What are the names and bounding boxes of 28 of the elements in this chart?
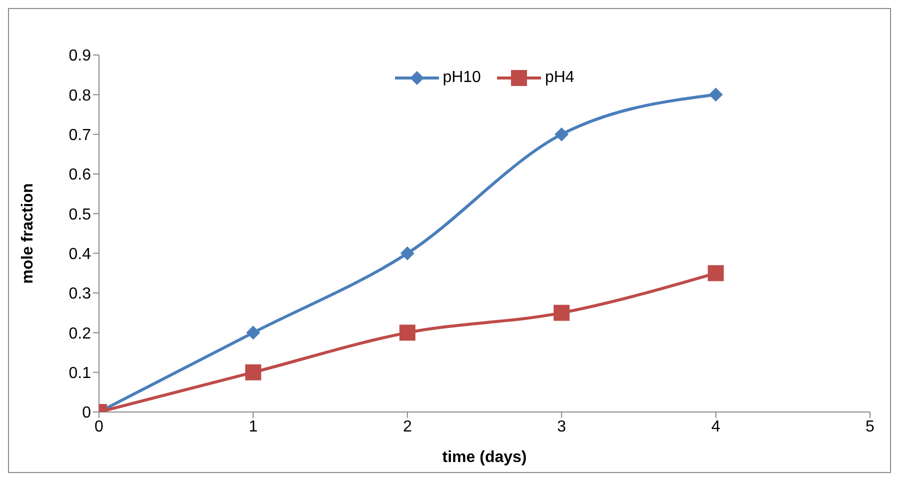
x-axis-title: time (days) — [442, 449, 527, 466]
x-tick-label: 2 — [402, 418, 412, 436]
point — [400, 246, 414, 260]
y-tick-label: 0.7 — [68, 127, 92, 144]
y-tick-label: 0.4 — [68, 246, 92, 264]
y-tick-label: 0 — [82, 404, 92, 422]
x-tick-label: 0 — [94, 418, 104, 436]
y-tick-label: 0.2 — [68, 325, 92, 342]
point — [399, 324, 416, 341]
y-tick-label: 0.1 — [68, 365, 92, 382]
point — [245, 364, 262, 380]
y-tick-label: 0.6 — [68, 166, 92, 184]
y-tick-label: 0.9 — [68, 48, 92, 65]
point — [708, 88, 723, 102]
x-tick-label: 1 — [248, 418, 258, 436]
point — [246, 326, 260, 340]
y-axis-title: mole fraction — [20, 183, 37, 284]
y-tick-label: 0.8 — [68, 87, 92, 104]
y-tick-label: 0.3 — [68, 286, 92, 303]
y-tick-label: 0.5 — [68, 206, 92, 224]
point — [708, 265, 724, 282]
point — [554, 127, 569, 142]
point — [554, 304, 570, 321]
legend-label: pH4 — [544, 69, 574, 87]
x-tick-label: 4 — [711, 418, 720, 436]
x-tick-label: 5 — [866, 418, 875, 436]
legend-label: pH10 — [442, 69, 481, 87]
x-tick-label: 3 — [557, 418, 566, 436]
